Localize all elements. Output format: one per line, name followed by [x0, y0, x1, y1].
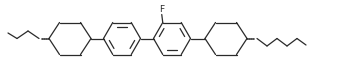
Text: F: F — [159, 5, 164, 14]
